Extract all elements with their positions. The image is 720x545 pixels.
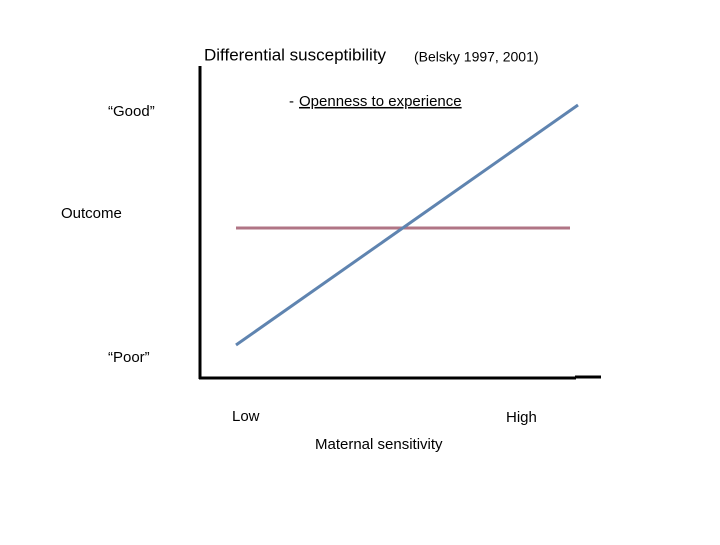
low-label: Low [232,408,260,425]
legend-label: Openness to experience [299,93,462,110]
poor-label: “Poor” [108,349,150,366]
citation: (Belsky 1997, 2001) [414,49,539,65]
good-label: “Good” [108,103,155,120]
rising-line [235,103,579,347]
high-label: High [506,409,537,426]
title: Differential susceptibility [204,45,387,64]
x-axis-label: Maternal sensitivity [315,436,443,453]
y-axis-label: Outcome [61,205,122,222]
legend-dash: - [289,93,294,110]
